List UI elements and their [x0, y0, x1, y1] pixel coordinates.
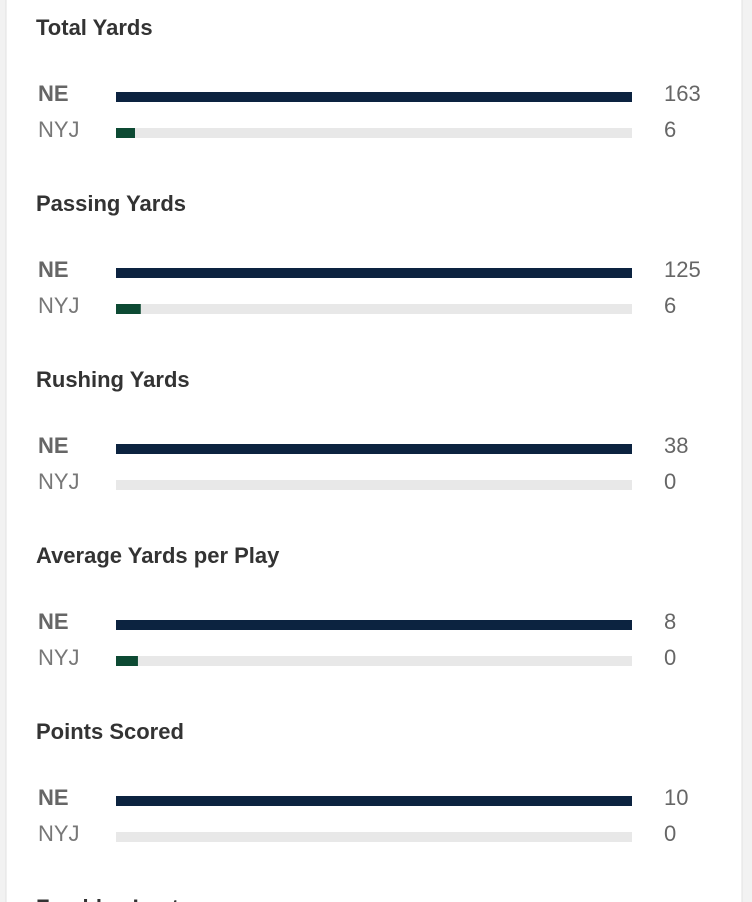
- stat-title: Total Yards: [36, 15, 153, 40]
- bar: [116, 656, 138, 666]
- team-label: NE: [38, 609, 69, 634]
- value-label: 10: [664, 785, 688, 810]
- team-label: NYJ: [38, 293, 80, 318]
- stat-title: Average Yards per Play: [36, 543, 280, 568]
- team-label: NE: [38, 785, 69, 810]
- bar: [116, 620, 632, 630]
- value-label: 125: [664, 257, 701, 282]
- value-label: 6: [664, 117, 676, 142]
- team-label: NYJ: [38, 821, 80, 846]
- bar: [116, 128, 135, 138]
- team-label: NE: [38, 257, 69, 282]
- stat-title: Rushing Yards: [36, 367, 190, 392]
- team-label: NE: [38, 81, 69, 106]
- team-label: NYJ: [38, 645, 80, 670]
- bar-track: [116, 128, 632, 138]
- value-label: 8: [664, 609, 676, 634]
- bar-track: [116, 656, 632, 666]
- team-label: NYJ: [38, 469, 80, 494]
- value-label: 0: [664, 821, 676, 846]
- value-label: 6: [664, 293, 676, 318]
- bar: [116, 796, 632, 806]
- bar: [116, 268, 632, 278]
- bar-track: [116, 832, 632, 842]
- bar: [116, 92, 632, 102]
- value-label: 0: [664, 645, 676, 670]
- stat-title: Passing Yards: [36, 191, 186, 216]
- team-label: NE: [38, 433, 69, 458]
- value-label: 163: [664, 81, 701, 106]
- team-label: NYJ: [38, 117, 80, 142]
- bar: [116, 304, 141, 314]
- bar-track: [116, 480, 632, 490]
- stat-title: Fumbles Lost: [36, 895, 180, 902]
- stat-title: Points Scored: [36, 719, 184, 744]
- value-label: 38: [664, 433, 688, 458]
- bar-track: [116, 304, 632, 314]
- value-label: 0: [664, 469, 676, 494]
- bar: [116, 444, 632, 454]
